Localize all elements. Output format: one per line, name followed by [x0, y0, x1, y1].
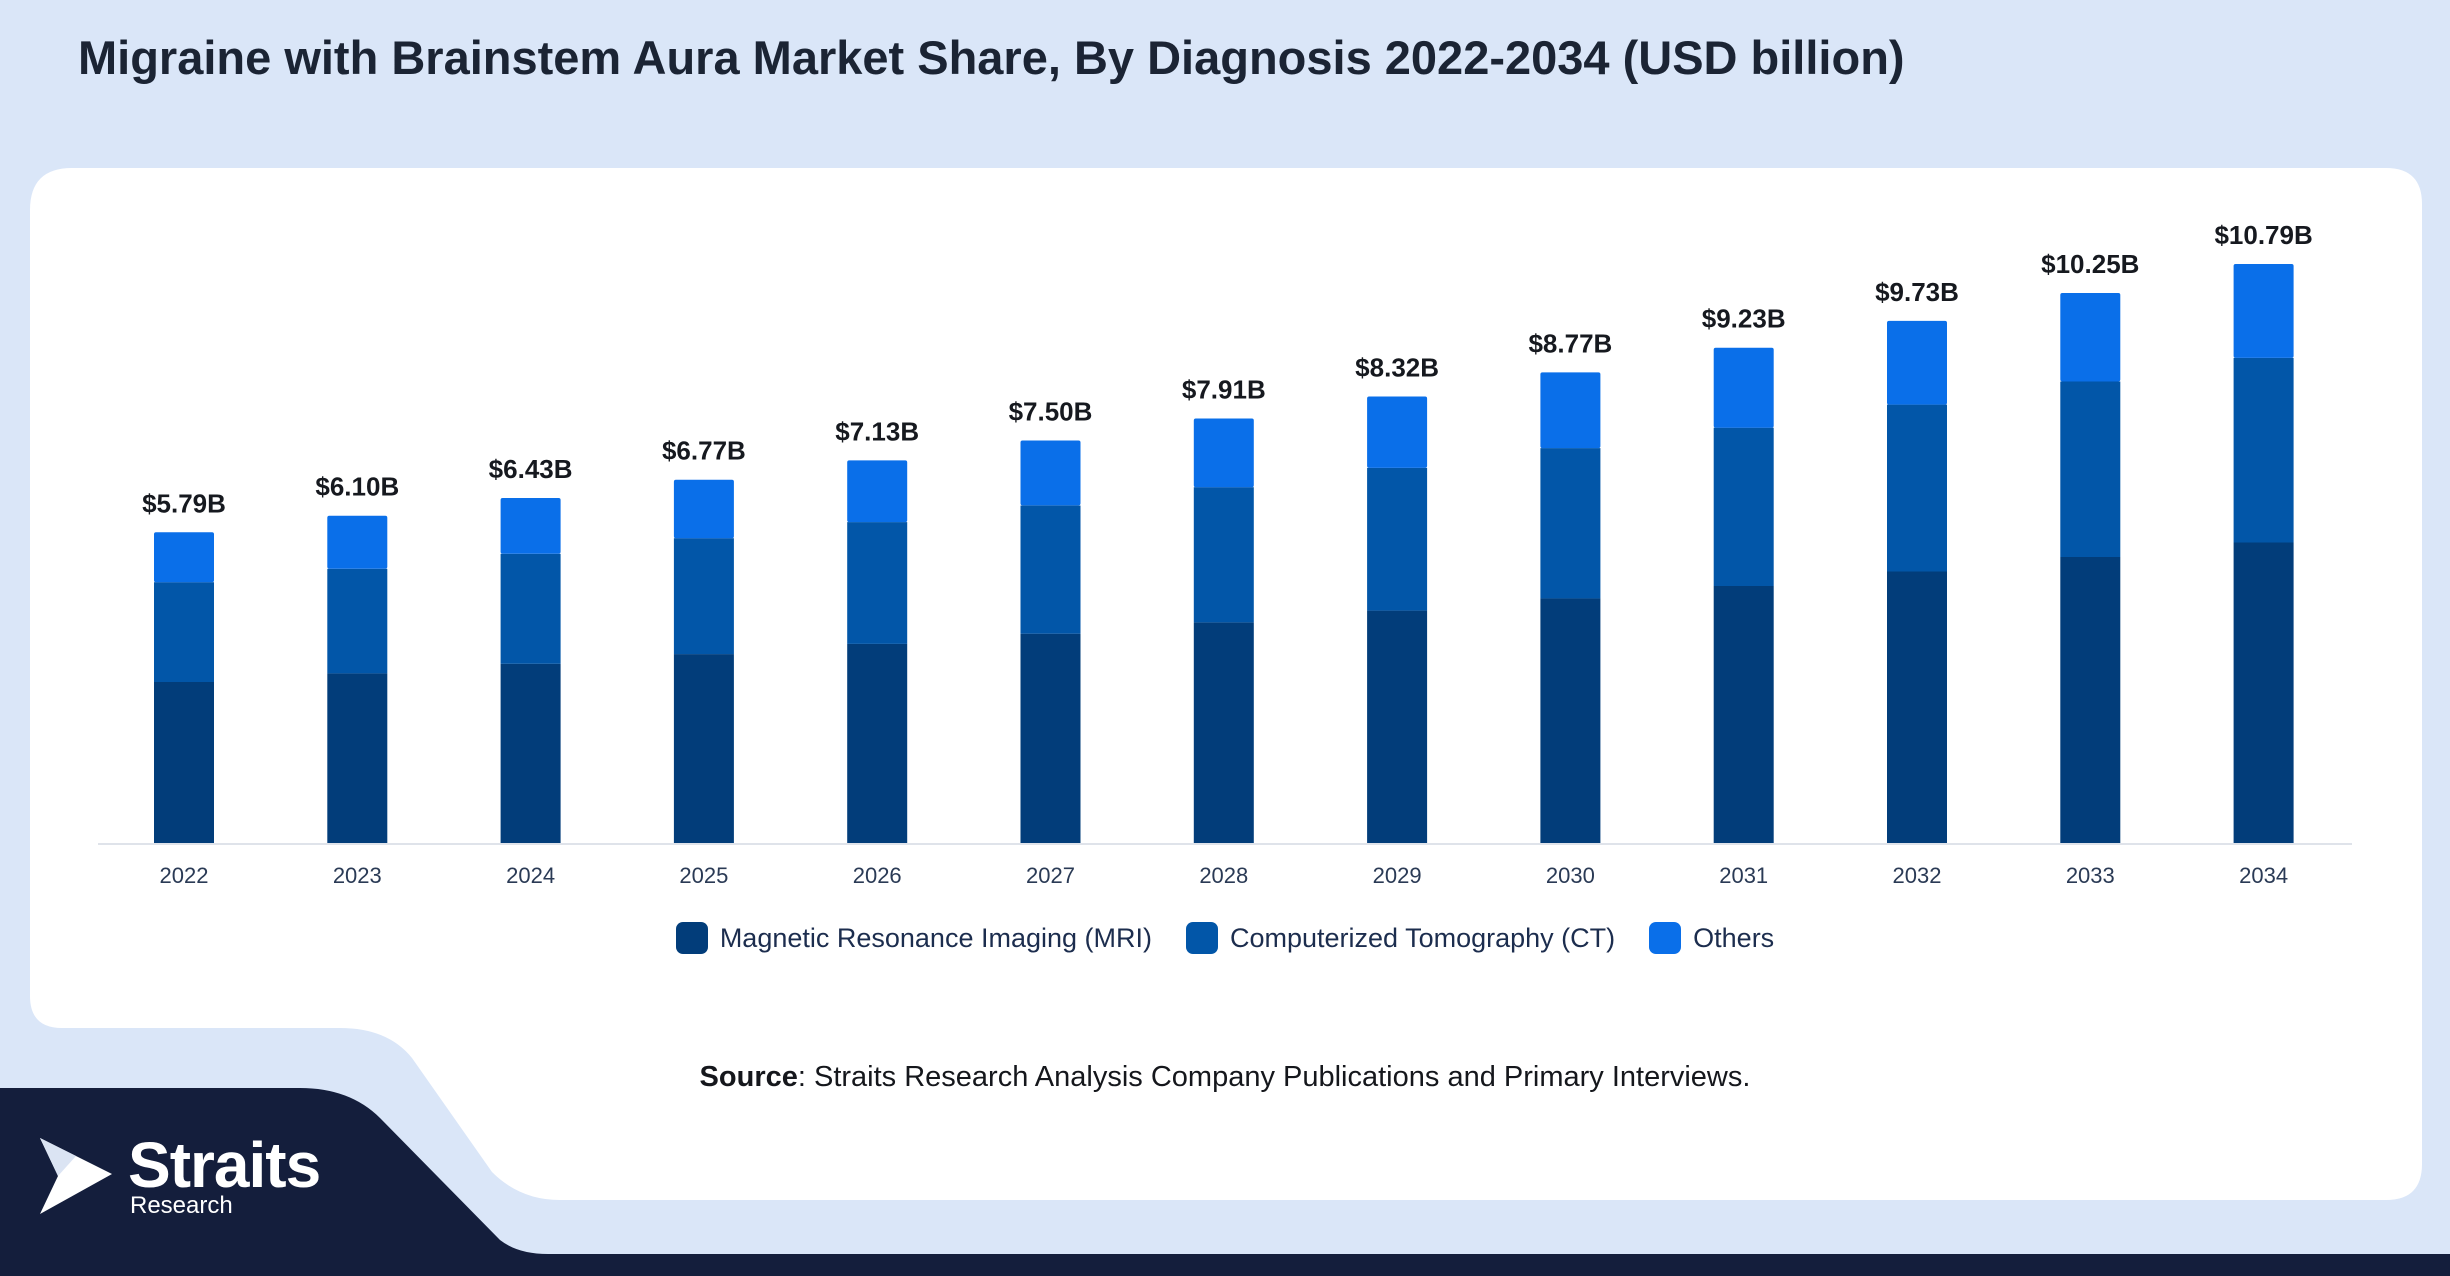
- logo-arrow-icon: [40, 1138, 112, 1214]
- straits-research-logo: Straits Research: [36, 1129, 356, 1230]
- page-title: Migraine with Brainstem Aura Market Shar…: [78, 31, 1905, 84]
- bar-segment-2022-others[interactable]: [154, 532, 214, 583]
- total-label-2033: $10.25B: [2041, 249, 2139, 279]
- legend-label-others: Others: [1693, 922, 1775, 953]
- bar-segment-2034-others[interactable]: [2233, 264, 2294, 358]
- x-tick-label-2033: 2033: [2066, 863, 2115, 888]
- legend-label-ct: Computerized Tomography (CT): [1230, 922, 1616, 953]
- x-tick-label-2023: 2023: [333, 863, 382, 888]
- bar-segment-2030-others[interactable]: [1540, 372, 1601, 449]
- source-line: Source: Straits Research Analysis Compan…: [0, 1061, 2450, 1094]
- legend-label-mri: Magnetic Resonance Imaging (MRI): [719, 922, 1152, 953]
- bar-segment-2032-ct[interactable]: [1887, 404, 1947, 572]
- bar-segment-2027-others[interactable]: [1020, 440, 1081, 506]
- bar-segment-2026-mri[interactable]: [847, 643, 908, 843]
- x-tick-label-2025: 2025: [679, 863, 728, 888]
- bar-segment-2027-ct[interactable]: [1020, 505, 1081, 634]
- total-label-2022: $5.79B: [142, 488, 226, 518]
- bar-segment-2030-ct[interactable]: [1540, 448, 1601, 599]
- bar-segment-2024-mri[interactable]: [500, 663, 561, 843]
- legend-item-mri[interactable]: Magnetic Resonance Imaging (MRI): [675, 922, 1152, 954]
- bar-segment-2027-mri[interactable]: [1020, 633, 1081, 843]
- x-tick-label-2031: 2031: [1719, 863, 1768, 888]
- bar-segment-2024-others[interactable]: [500, 498, 561, 554]
- bar-segment-2028-ct[interactable]: [1193, 487, 1254, 623]
- total-labels-group: $5.79B $6.10B $6.43B $6.77B $7.13B $7.50B $7.9…: [142, 220, 2313, 518]
- x-tick-labels-group: 2022 2023 2024 2025 2026 2027 2028 2029 2030 2031…: [160, 863, 2289, 888]
- bar-segment-2034-mri[interactable]: [2233, 542, 2294, 844]
- bar-segment-2029-mri[interactable]: [1367, 610, 1428, 843]
- bar-segment-2033-mri[interactable]: [2060, 557, 2121, 843]
- bar-segment-2034-ct[interactable]: [2233, 357, 2294, 543]
- source-text: : Straits Research Analysis Company Publ…: [797, 1061, 1751, 1093]
- x-tick-label-2029: 2029: [1373, 863, 1422, 888]
- bar-segment-2023-others[interactable]: [327, 515, 388, 569]
- bar-segment-2023-mri[interactable]: [327, 673, 388, 843]
- x-tick-label-2034: 2034: [2239, 863, 2288, 888]
- x-tick-label-2022: 2022: [160, 863, 209, 888]
- x-tick-label-2028: 2028: [1199, 863, 1248, 888]
- bar-segment-2033-others[interactable]: [2060, 293, 2121, 382]
- bar-segment-2025-ct[interactable]: [673, 538, 734, 655]
- legend-swatch-others: [1649, 922, 1682, 954]
- logo-wordmark: Straits: [128, 1129, 321, 1201]
- total-label-2023: $6.10B: [315, 472, 399, 502]
- bar-segment-2024-ct[interactable]: [500, 553, 561, 664]
- total-label-2028: $7.91B: [1182, 375, 1266, 405]
- total-label-2031: $9.23B: [1702, 304, 1786, 334]
- bar-segment-2025-others[interactable]: [673, 479, 734, 539]
- total-label-2029: $8.32B: [1355, 353, 1439, 383]
- x-tick-label-2030: 2030: [1546, 863, 1595, 888]
- total-label-2030: $8.77B: [1528, 328, 1612, 358]
- bar-segment-2032-others[interactable]: [1887, 320, 1947, 405]
- bar-segment-2033-ct[interactable]: [2060, 381, 2121, 558]
- legend-item-ct[interactable]: Computerized Tomography (CT): [1186, 922, 1615, 954]
- bar-segment-2031-ct[interactable]: [1713, 427, 1774, 586]
- bar-segment-2028-mri[interactable]: [1193, 622, 1254, 844]
- logo-panel: [0, 1088, 548, 1276]
- source-label: Source: [699, 1061, 798, 1093]
- bars-group: [154, 264, 2294, 843]
- x-tick-label-2032: 2032: [1893, 863, 1942, 888]
- total-label-2034: $10.79B: [2214, 220, 2312, 250]
- bar-segment-2030-mri[interactable]: [1540, 598, 1601, 843]
- bar-segment-2022-ct[interactable]: [154, 582, 214, 682]
- total-label-2024: $6.43B: [489, 454, 573, 484]
- legend: Magnetic Resonance Imaging (MRI) Compute…: [0, 922, 2450, 954]
- total-label-2026: $7.13B: [835, 416, 919, 446]
- bar-segment-2022-mri[interactable]: [154, 682, 214, 843]
- legend-swatch-ct: [1186, 922, 1218, 954]
- x-tick-label-2026: 2026: [853, 863, 902, 888]
- bar-segment-2031-mri[interactable]: [1713, 586, 1774, 843]
- total-label-2027: $7.50B: [1009, 397, 1093, 427]
- bar-segment-2028-others[interactable]: [1193, 418, 1254, 488]
- bar-segment-2032-mri[interactable]: [1887, 571, 1947, 844]
- logo-subtitle: Research: [130, 1192, 233, 1219]
- x-tick-label-2027: 2027: [1026, 863, 1075, 888]
- bar-segment-2023-ct[interactable]: [327, 568, 388, 674]
- total-label-2025: $6.77B: [662, 436, 746, 466]
- total-label-2032: $9.73B: [1875, 277, 1959, 307]
- bar-segment-2026-ct[interactable]: [847, 522, 908, 644]
- bar-segment-2029-ct[interactable]: [1367, 467, 1428, 611]
- x-tick-label-2024: 2024: [506, 863, 555, 888]
- bar-segment-2031-others[interactable]: [1713, 347, 1774, 428]
- legend-item-others[interactable]: Others: [1649, 922, 1774, 954]
- footer-band: [0, 1254, 2450, 1276]
- bar-segment-2026-others[interactable]: [847, 460, 908, 523]
- legend-swatch-mri: [675, 922, 708, 954]
- bar-segment-2025-mri[interactable]: [673, 654, 734, 843]
- bar-segment-2029-others[interactable]: [1367, 396, 1428, 468]
